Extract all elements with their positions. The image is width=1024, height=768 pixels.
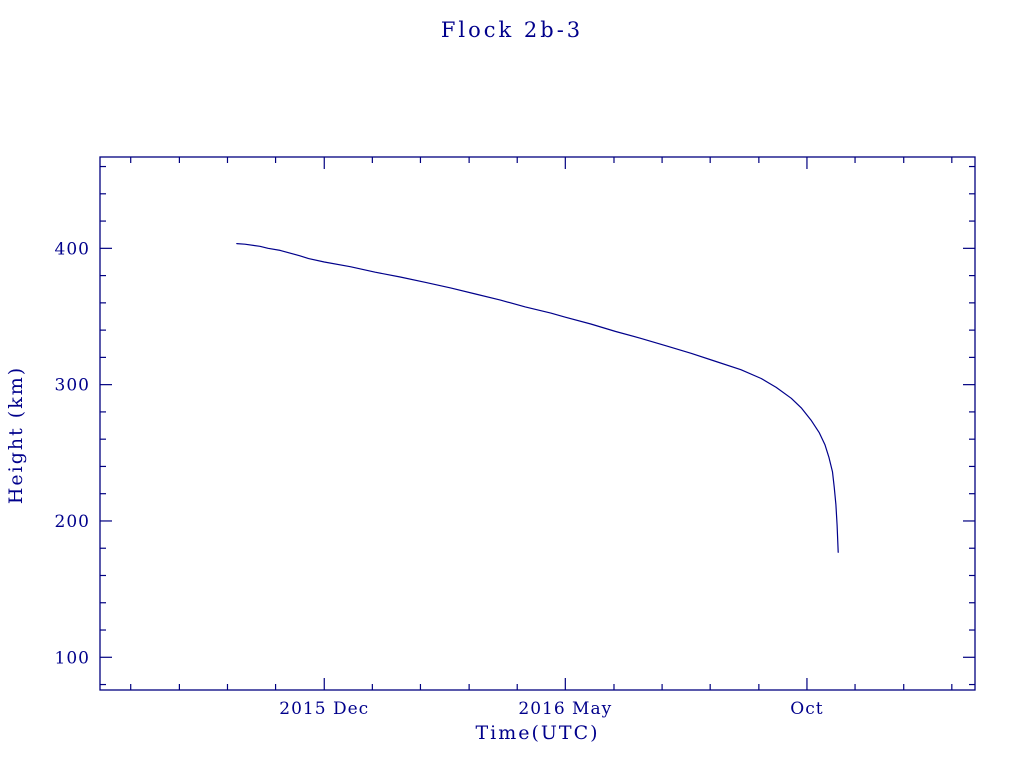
- x-tick-label: 2016 May: [518, 699, 612, 719]
- x-tick-label: 2015 Dec: [279, 699, 369, 719]
- y-tick-label: 100: [55, 648, 90, 668]
- y-tick-label: 200: [55, 512, 90, 532]
- height-curve: [236, 243, 839, 553]
- y-tick-label: 400: [55, 239, 90, 259]
- plot-frame: [99, 156, 976, 691]
- tick-labels: 2015 Dec 2016 May Oct 100 200 300 400: [55, 239, 823, 719]
- axis-ticks: [100, 157, 975, 690]
- y-tick-label: 300: [55, 376, 90, 396]
- x-axis-label: Time(UTC): [475, 722, 600, 744]
- x-tick-label: Oct: [790, 699, 823, 719]
- chart-title: Flock 2b-3: [440, 18, 584, 42]
